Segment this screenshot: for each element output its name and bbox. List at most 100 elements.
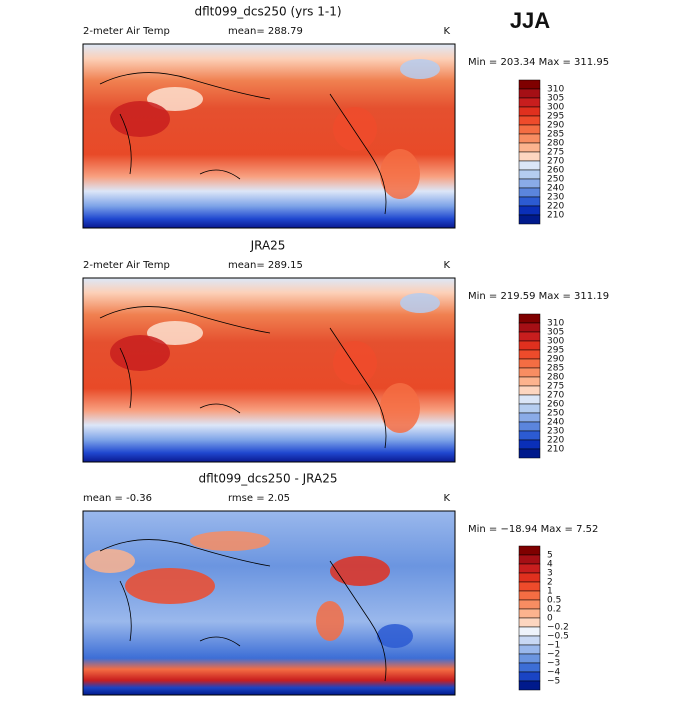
map-region bbox=[147, 321, 203, 345]
colorbar-box bbox=[518, 115, 541, 126]
colorbar-box bbox=[518, 644, 541, 655]
colorbar-box bbox=[518, 635, 541, 646]
colorbar-box bbox=[518, 662, 541, 673]
colorbar-box bbox=[518, 421, 541, 432]
colorbar-label: 280 bbox=[547, 139, 564, 149]
map-anomaly bbox=[125, 568, 215, 604]
colorbar-label: 285 bbox=[547, 364, 564, 374]
colorbar-label: 300 bbox=[547, 337, 564, 347]
colorbar-label: −5 bbox=[547, 677, 560, 687]
map-region bbox=[400, 293, 440, 313]
panel-title: dflt099_dcs250 (yrs 1-1) bbox=[194, 5, 341, 19]
colorbar-box bbox=[518, 439, 541, 450]
colorbar-box bbox=[518, 554, 541, 565]
colorbar-box bbox=[518, 187, 541, 198]
colorbar-box bbox=[518, 608, 541, 619]
colorbar-label: −1 bbox=[547, 641, 560, 651]
colorbar-box bbox=[518, 133, 541, 144]
colorbar-label: −3 bbox=[547, 659, 560, 669]
colorbar-box bbox=[518, 581, 541, 592]
colorbar-box bbox=[518, 88, 541, 99]
colorbar-box bbox=[518, 680, 541, 691]
colorbar-label: 260 bbox=[547, 166, 564, 176]
colorbar-box bbox=[518, 367, 541, 378]
colorbar-label: 0.5 bbox=[547, 596, 561, 606]
map-region bbox=[380, 383, 420, 433]
colorbar-label: 260 bbox=[547, 400, 564, 410]
colorbar-box bbox=[518, 599, 541, 610]
colorbar-label: 280 bbox=[547, 373, 564, 383]
panel-unit: K bbox=[443, 26, 450, 37]
colorbar-box bbox=[518, 331, 541, 342]
map-region bbox=[333, 341, 377, 385]
colorbar-label: 0.2 bbox=[547, 605, 561, 615]
colorbar-box bbox=[518, 79, 541, 90]
map-region bbox=[147, 87, 203, 111]
colorbar-box bbox=[518, 349, 541, 360]
colorbar-box bbox=[518, 142, 541, 153]
colorbar-label: 5 bbox=[547, 551, 553, 561]
colorbar-box bbox=[518, 412, 541, 423]
colorbar-label: 310 bbox=[547, 85, 564, 95]
colorbar-label: 285 bbox=[547, 130, 564, 140]
colorbar-label: 220 bbox=[547, 436, 564, 446]
colorbar-label: 230 bbox=[547, 427, 564, 437]
colorbar-label: 275 bbox=[547, 148, 564, 158]
colorbar-label: 250 bbox=[547, 175, 564, 185]
colorbar-box bbox=[518, 403, 541, 414]
colorbar-label: 210 bbox=[547, 211, 564, 221]
colorbar-box bbox=[518, 394, 541, 405]
panel-unit: K bbox=[443, 493, 450, 504]
panel-title: JRA25 bbox=[250, 239, 286, 253]
colorbar-box bbox=[518, 151, 541, 162]
colorbar-label: 270 bbox=[547, 391, 564, 401]
colorbar-label: 295 bbox=[547, 346, 564, 356]
colorbar-box bbox=[518, 626, 541, 637]
figure-title: JJA bbox=[510, 8, 550, 33]
colorbar-box bbox=[518, 124, 541, 135]
map-region bbox=[333, 107, 377, 151]
min-max-label: Min = 203.34 Max = 311.95 bbox=[468, 57, 609, 68]
colorbar-label: 290 bbox=[547, 355, 564, 365]
map-anomaly bbox=[377, 624, 413, 648]
colorbar-label: 0 bbox=[547, 614, 553, 624]
colorbar-label: 275 bbox=[547, 382, 564, 392]
colorbar-box bbox=[518, 313, 541, 324]
colorbar-label: 300 bbox=[547, 103, 564, 113]
panel-left-label: 2-meter Air Temp bbox=[83, 26, 170, 37]
map-region bbox=[110, 335, 170, 371]
map-anomaly bbox=[190, 531, 270, 551]
colorbar-box bbox=[518, 178, 541, 189]
map-region bbox=[110, 101, 170, 137]
colorbar-box bbox=[518, 653, 541, 664]
colorbar-label: 4 bbox=[547, 560, 553, 570]
panel-center-label: rmse = 2.05 bbox=[228, 493, 290, 504]
colorbar-label: −4 bbox=[547, 668, 561, 678]
colorbar-label: 270 bbox=[547, 157, 564, 167]
colorbar-label: 240 bbox=[547, 184, 564, 194]
colorbar-label: 240 bbox=[547, 418, 564, 428]
colorbar-label: 250 bbox=[547, 409, 564, 419]
colorbar-box bbox=[518, 322, 541, 333]
colorbar-box bbox=[518, 376, 541, 387]
colorbar-box bbox=[518, 385, 541, 396]
colorbar-box bbox=[518, 106, 541, 117]
colorbar-box bbox=[518, 205, 541, 216]
colorbar-box bbox=[518, 358, 541, 369]
panel-left-label: mean = -0.36 bbox=[83, 493, 152, 504]
map-anomaly bbox=[316, 601, 344, 641]
colorbar-label: −0.5 bbox=[547, 632, 569, 642]
map-field bbox=[82, 510, 456, 696]
colorbar-box bbox=[518, 169, 541, 180]
colorbar-label: 295 bbox=[547, 112, 564, 122]
colorbar-box bbox=[518, 430, 541, 441]
map-region bbox=[380, 149, 420, 199]
panel-unit: K bbox=[443, 260, 450, 271]
min-max-label: Min = 219.59 Max = 311.19 bbox=[468, 291, 609, 302]
colorbar-box bbox=[518, 563, 541, 574]
map-anomaly bbox=[330, 556, 390, 586]
colorbar-label: 2 bbox=[547, 578, 553, 588]
panel-title: dflt099_dcs250 - JRA25 bbox=[199, 472, 338, 486]
colorbar-box bbox=[518, 572, 541, 583]
